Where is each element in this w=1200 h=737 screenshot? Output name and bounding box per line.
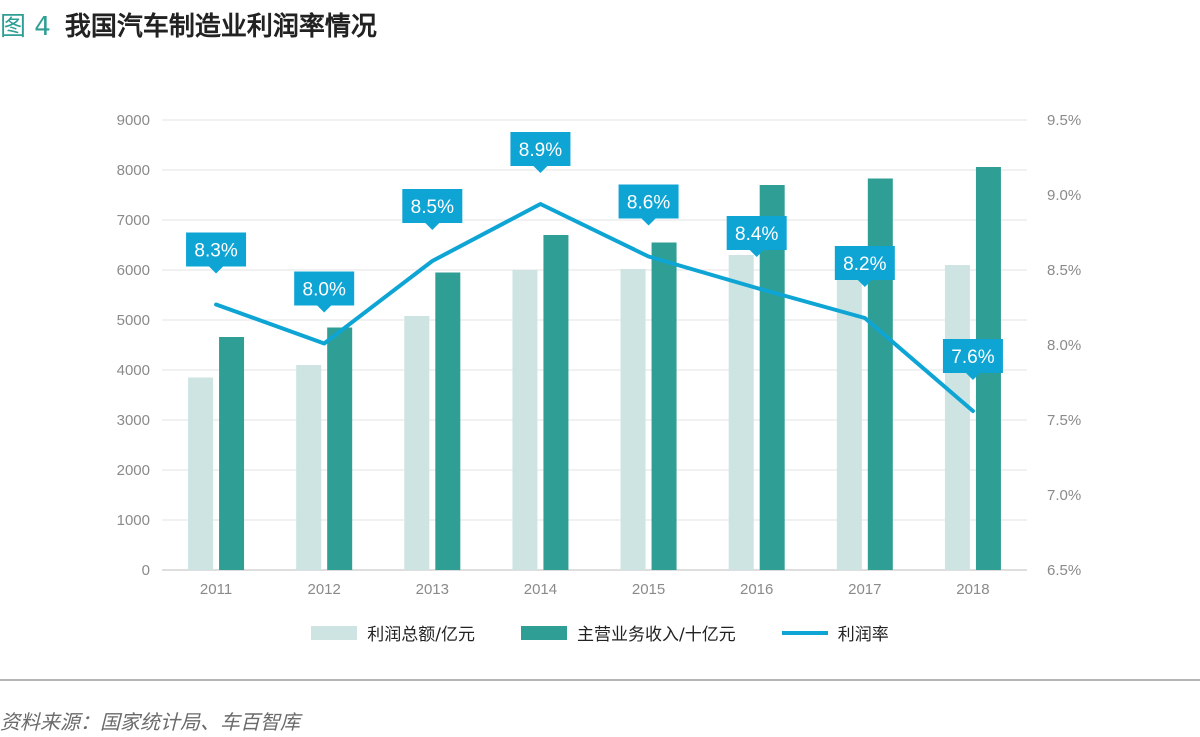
bar-revenue — [219, 337, 245, 570]
data-label-pointer — [533, 166, 548, 173]
chart-title: 图 4 我国汽车制造业利润率情况 — [0, 6, 377, 43]
data-label-pointer — [425, 223, 440, 230]
bar-revenue — [327, 327, 353, 570]
title-text: 我国汽车制造业利润率情况 — [64, 12, 377, 42]
data-label: 7.6% — [942, 339, 1003, 380]
source-note: 资料来源：国家统计局、车百智库 — [0, 710, 300, 734]
legend: 利润总额/亿元 主营业务收入/十亿元 利润率 — [0, 620, 1200, 645]
legend-swatch-revenue — [521, 625, 567, 640]
x-axis-ticks: 2011 2012 2013 2014 2015 2016 2017 2018 — [200, 581, 990, 598]
data-label-pointer — [209, 266, 224, 274]
bar-revenue — [435, 272, 461, 570]
legend-label-revenue: 主营业务收入/十亿元 — [577, 625, 736, 645]
data-label-box — [402, 189, 463, 223]
bar-revenue — [651, 242, 677, 570]
data-label-box — [510, 132, 571, 166]
figure-label: 图 4 — [0, 12, 51, 42]
left-tick-label: 4000 — [117, 362, 150, 379]
bar-revenue — [867, 178, 893, 570]
data-label: 8.5% — [402, 189, 463, 230]
data-label-pointer — [317, 305, 332, 313]
legend-swatch-rate — [781, 630, 828, 635]
data-label-box — [186, 232, 247, 267]
x-tick-label: 2015 — [632, 581, 665, 598]
legend-swatch-profit — [311, 625, 358, 640]
data-label-text: 8.5% — [411, 197, 454, 218]
data-label: 8.4% — [726, 216, 787, 257]
left-tick-label: 3000 — [117, 412, 150, 429]
bar-profit — [836, 251, 862, 570]
left-tick-label: 8000 — [117, 162, 150, 179]
data-label-pointer — [641, 218, 656, 226]
data-label: 8.6% — [618, 184, 679, 226]
data-label-box — [726, 216, 787, 250]
right-tick-label: 9.5% — [1047, 112, 1081, 129]
data-label-text: 7.6% — [951, 347, 994, 368]
rate-line — [214, 202, 975, 413]
bar-revenue — [543, 235, 569, 570]
legend-label-profit: 利润总额/亿元 — [367, 625, 475, 645]
data-label: 8.9% — [510, 132, 571, 173]
bar-profit — [944, 265, 970, 570]
left-tick-label: 5000 — [117, 312, 150, 329]
data-label: 8.3% — [186, 232, 247, 274]
legend-item-rate: 利润率 — [781, 620, 889, 645]
right-tick-label: 7.5% — [1047, 412, 1081, 429]
left-tick-label: 7000 — [117, 212, 150, 229]
data-label: 8.2% — [834, 246, 895, 287]
x-tick-label: 2012 — [308, 581, 341, 598]
x-tick-label: 2016 — [740, 581, 773, 598]
x-tick-label: 2018 — [956, 581, 989, 598]
divider — [0, 679, 1200, 681]
legend-item-revenue: 主营业务收入/十亿元 — [521, 620, 736, 645]
right-axis-ticks: 6.5% 7.0% 7.5% 8.0% 8.5% 9.0% 9.5% — [1047, 112, 1081, 579]
data-label-text: 8.6% — [627, 193, 670, 214]
bars — [188, 167, 1001, 570]
right-tick-label: 8.5% — [1047, 262, 1081, 279]
data-label-pointer — [965, 373, 980, 380]
left-tick-label: 0 — [142, 562, 150, 579]
data-label-pointer — [857, 280, 872, 287]
data-label-text: 8.9% — [519, 140, 562, 161]
data-label: 8.0% — [294, 271, 355, 313]
right-tick-label: 8.0% — [1047, 337, 1081, 354]
legend-label-rate: 利润率 — [837, 625, 889, 645]
data-label-box — [294, 271, 355, 306]
data-label-text: 8.0% — [303, 280, 346, 301]
data-label-text: 8.2% — [843, 254, 886, 275]
bar-profit — [728, 255, 754, 570]
data-label-box — [942, 339, 1003, 373]
left-tick-label: 9000 — [117, 112, 150, 129]
right-tick-label: 6.5% — [1047, 562, 1081, 579]
x-tick-label: 2017 — [848, 581, 881, 598]
rate-line-group — [214, 202, 975, 413]
left-tick-label: 6000 — [117, 262, 150, 279]
x-tick-label: 2011 — [200, 581, 232, 598]
bar-profit — [620, 269, 646, 570]
left-tick-label: 1000 — [117, 512, 150, 529]
bar-profit — [404, 316, 430, 570]
bar-profit — [512, 270, 538, 570]
right-tick-label: 9.0% — [1047, 187, 1081, 204]
legend-item-profit: 利润总额/亿元 — [311, 620, 475, 645]
right-tick-label: 7.0% — [1047, 487, 1081, 504]
chart: 0 1000 2000 3000 4000 5000 6000 7000 8000 9000 6.… — [117, 112, 1082, 598]
data-label-text: 8.4% — [735, 224, 778, 245]
data-label-pointer — [749, 250, 764, 257]
left-axis-ticks: 0 1000 2000 3000 4000 5000 6000 7000 8000 9000 — [117, 112, 150, 579]
data-label-text: 8.3% — [194, 241, 237, 262]
data-label-box — [834, 246, 895, 280]
bar-profit — [188, 377, 214, 570]
left-tick-label: 2000 — [117, 462, 150, 479]
data-label-box — [618, 184, 679, 219]
x-tick-label: 2013 — [416, 581, 449, 598]
bar-profit — [296, 365, 322, 570]
x-tick-label: 2014 — [524, 581, 557, 598]
data-labels: 8.3% 8.0% 8.5% 8.9% 8.6% 8.4% 8.2% 7.6% — [186, 132, 1003, 380]
